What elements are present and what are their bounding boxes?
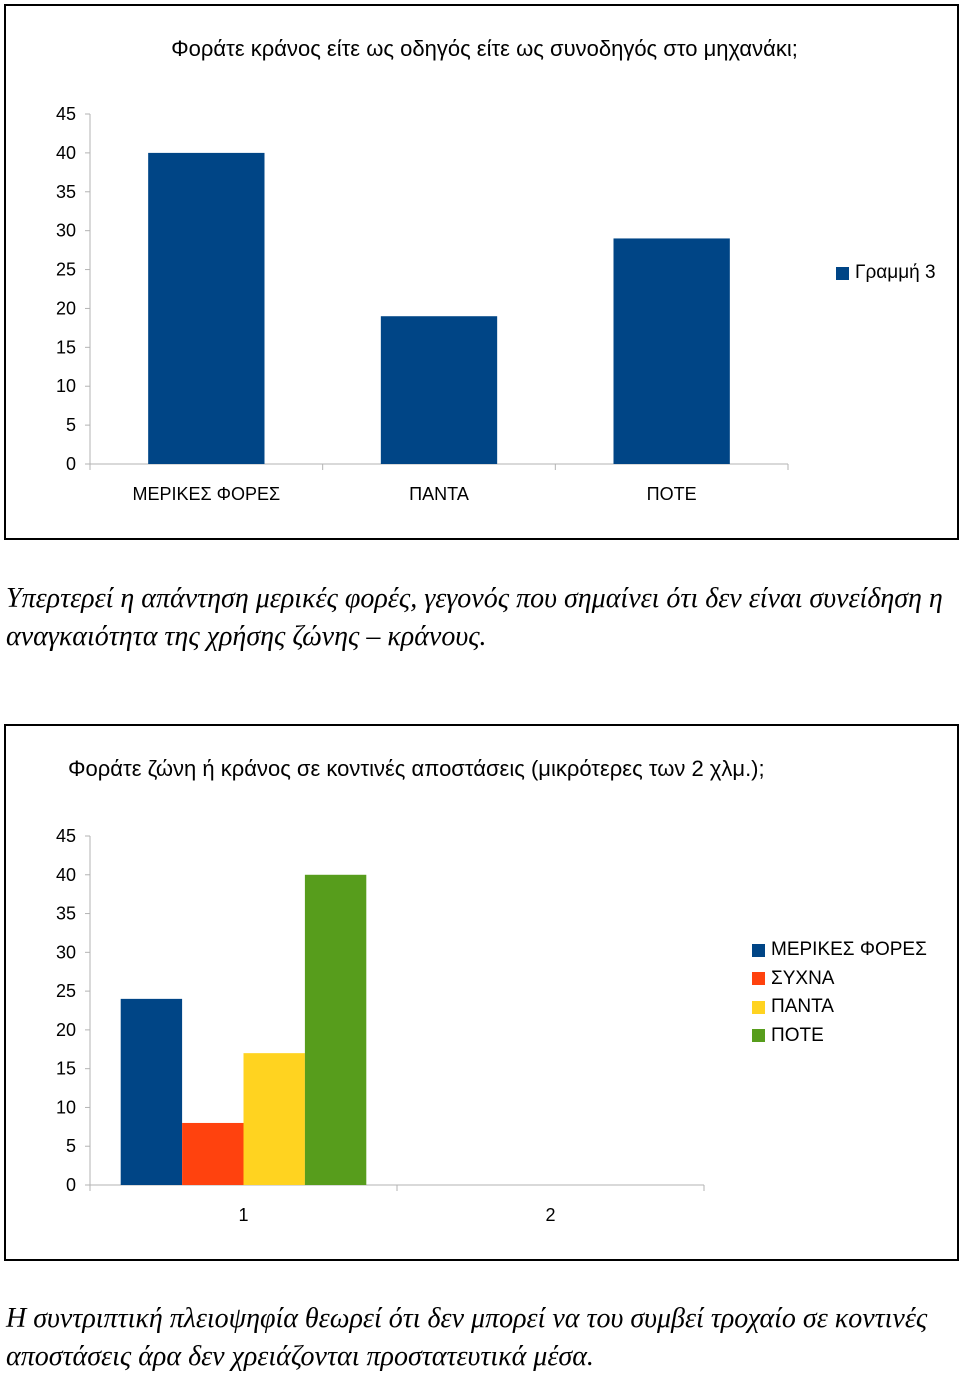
legend-item: ΠΟΤΕ: [752, 1022, 927, 1051]
legend-swatch: [752, 943, 765, 957]
legend-swatch: [752, 1000, 765, 1014]
y-tick-label: 5: [66, 1136, 76, 1156]
y-tick-label: 0: [66, 1175, 76, 1195]
legend-label: Γραμμή 3: [855, 262, 936, 283]
y-tick-label: 20: [56, 298, 76, 318]
chart-1: Φοράτε κράνος είτε ως οδηγός είτε ως συν…: [4, 4, 959, 540]
y-tick-label: 35: [56, 182, 76, 202]
y-tick-label: 45: [56, 826, 76, 846]
legend-label: ΜΕΡΙΚΕΣ ΦΟΡΕΣ: [771, 939, 927, 961]
caption-1: Υπερτερεί η απάντηση μερικές φορές, γεγο…: [6, 583, 943, 652]
legend-item: ΠΑΝΤΑ: [752, 993, 927, 1022]
y-tick-label: 0: [66, 454, 76, 474]
y-tick-label: 25: [56, 981, 76, 1001]
y-tick-label: 40: [56, 865, 76, 885]
legend-label: ΠΟΤΕ: [771, 1024, 824, 1046]
y-tick-label: 15: [56, 337, 76, 357]
legend-label: ΠΑΝΤΑ: [771, 996, 834, 1018]
x-tick-label: 2: [545, 1205, 555, 1225]
bar: [380, 316, 498, 464]
y-tick-label: 15: [56, 1059, 76, 1079]
y-tick-label: 30: [56, 942, 76, 962]
y-tick-label: 10: [56, 376, 76, 396]
bar: [613, 238, 730, 464]
x-tick-label: ΠΑΝΤΑ: [409, 484, 469, 504]
legend-swatch: [752, 1029, 765, 1043]
legend-label: ΣΥΧΝΑ: [771, 967, 835, 989]
legend-item: Γραμμή 3: [836, 259, 936, 287]
bar: [243, 1053, 305, 1185]
y-tick-label: 45: [56, 104, 76, 124]
x-tick-label: 1: [238, 1205, 248, 1225]
y-tick-label: 20: [56, 1020, 76, 1040]
legend-item: ΣΥΧΝΑ: [752, 965, 927, 994]
chart-1-title: Φοράτε κράνος είτε ως οδηγός είτε ως συν…: [171, 36, 798, 61]
bar: [148, 152, 265, 464]
legend-swatch: [836, 266, 849, 280]
legend-item: ΜΕΡΙΚΕΣ ΦΟΡΕΣ: [752, 936, 927, 965]
chart-2: Φοράτε ζώνη ή κράνος σε κοντινές αποστάσ…: [4, 724, 959, 1261]
x-tick-label: ΜΕΡΙΚΕΣ ΦΟΡΕΣ: [133, 484, 281, 504]
chart-1-legend: Γραμμή 3: [836, 259, 936, 287]
y-tick-label: 40: [56, 143, 76, 163]
chart-2-title: Φοράτε ζώνη ή κράνος σε κοντινές αποστάσ…: [68, 756, 765, 781]
bar: [120, 998, 183, 1185]
chart-2-legend: ΜΕΡΙΚΕΣ ΦΟΡΕΣ ΣΥΧΝΑ ΠΑΝΤΑ ΠΟΤΕ: [752, 936, 927, 1050]
caption-2: Η συντριπτική πλειοψηφία θεωρεί ότι δεν …: [6, 1303, 928, 1372]
chart-1-plot: 0 5 10 15 20 25 30 35 40 45 ΜΕΡΙΚΕΣ ΦΟΡΕΣ ΠΑΝΤΑ ΠΟΤΕ: [56, 104, 789, 504]
y-tick-label: 35: [56, 904, 76, 924]
bar: [182, 1122, 244, 1185]
x-tick-label: ΠΟΤΕ: [647, 484, 697, 504]
bar: [304, 874, 367, 1185]
y-tick-label: 5: [66, 415, 76, 435]
y-tick-label: 10: [56, 1097, 76, 1117]
y-tick-label: 30: [56, 221, 76, 241]
chart-2-plot: 0 5 10 15 20 25 30 35 40 45 1 2: [56, 826, 705, 1225]
legend-swatch: [752, 972, 765, 986]
y-tick-label: 25: [56, 260, 76, 280]
